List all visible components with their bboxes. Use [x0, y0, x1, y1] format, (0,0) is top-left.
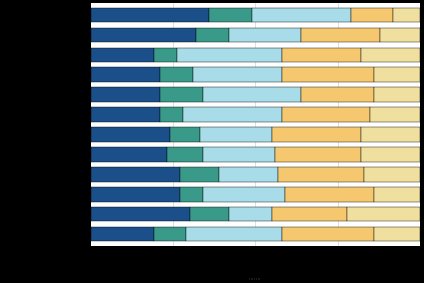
Bar — [282, 107, 371, 122]
Bar — [279, 167, 364, 182]
Bar — [301, 27, 380, 42]
Bar — [203, 147, 275, 162]
Bar — [229, 207, 272, 222]
Bar — [180, 187, 203, 201]
Bar — [91, 127, 170, 142]
Bar — [361, 127, 420, 142]
Bar — [364, 167, 420, 182]
Bar — [200, 127, 272, 142]
Bar — [91, 48, 153, 62]
Bar — [91, 87, 160, 102]
Bar — [91, 227, 153, 241]
Legend: , , , , : , , , , — [249, 278, 260, 280]
Bar — [180, 167, 219, 182]
Bar — [187, 227, 282, 241]
Bar — [160, 107, 183, 122]
Bar — [361, 48, 420, 62]
Bar — [252, 8, 351, 22]
Bar — [190, 207, 229, 222]
Bar — [196, 27, 229, 42]
Bar — [153, 227, 187, 241]
Bar — [183, 107, 282, 122]
Bar — [91, 8, 209, 22]
Bar — [301, 87, 374, 102]
Bar — [209, 8, 252, 22]
Bar — [282, 227, 374, 241]
Bar — [229, 27, 301, 42]
Bar — [219, 167, 279, 182]
Bar — [282, 48, 361, 62]
Bar — [203, 87, 301, 102]
Bar — [91, 67, 160, 82]
Bar — [285, 187, 374, 201]
Bar — [371, 107, 420, 122]
Bar — [374, 187, 420, 201]
Bar — [91, 107, 160, 122]
Bar — [91, 27, 196, 42]
Bar — [272, 127, 360, 142]
Bar — [160, 87, 203, 102]
Bar — [351, 8, 393, 22]
Bar — [282, 67, 374, 82]
Bar — [374, 67, 420, 82]
Bar — [374, 227, 420, 241]
Bar — [91, 147, 167, 162]
Bar — [272, 207, 348, 222]
Bar — [380, 27, 420, 42]
Bar — [348, 207, 420, 222]
Bar — [91, 187, 180, 201]
Bar — [374, 87, 420, 102]
Bar — [170, 127, 200, 142]
Bar — [193, 67, 282, 82]
Bar — [393, 8, 420, 22]
Bar — [167, 147, 203, 162]
Bar — [203, 187, 285, 201]
Bar — [275, 147, 361, 162]
Bar — [160, 67, 193, 82]
Bar — [91, 167, 180, 182]
Bar — [91, 207, 190, 222]
Bar — [153, 48, 176, 62]
Bar — [176, 48, 282, 62]
Bar — [361, 147, 420, 162]
